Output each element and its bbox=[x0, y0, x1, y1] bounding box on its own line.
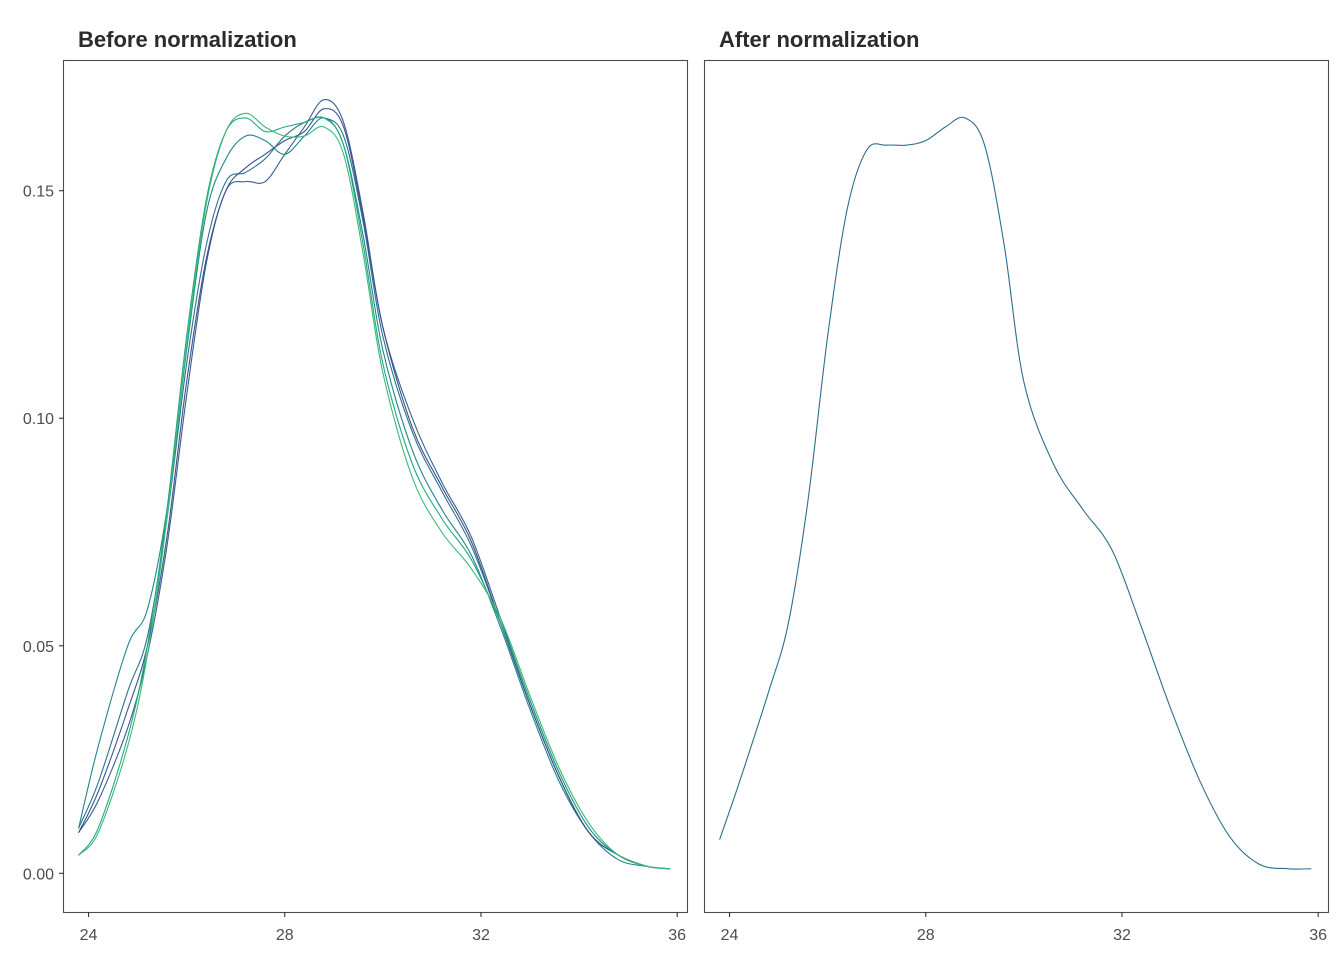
density-line-1 bbox=[78, 99, 671, 870]
x-tick-label: 32 bbox=[1113, 927, 1131, 944]
density-line-5 bbox=[78, 116, 671, 870]
density-line-6 bbox=[78, 112, 671, 870]
x-tick-label: 32 bbox=[472, 927, 490, 944]
y-tick-label: 0.15 bbox=[23, 184, 54, 201]
x-tick-label: 24 bbox=[721, 927, 739, 944]
x-tick-label: 36 bbox=[668, 927, 686, 944]
panel-before-normalization: Before normalization 24 28 32 36 0.00 0.05 0.1… bbox=[23, 27, 689, 944]
x-tick-label: 28 bbox=[917, 927, 935, 944]
axes-before: 24 28 32 36 0.00 0.05 0.10 0.15 bbox=[23, 184, 686, 944]
x-tick-label: 36 bbox=[1309, 927, 1327, 944]
density-line-3 bbox=[78, 117, 671, 870]
panel-border-before bbox=[62, 59, 689, 914]
panel-after-normalization: After normalization 24 28 32 36 bbox=[703, 27, 1330, 944]
y-tick-label: 0.05 bbox=[23, 639, 54, 656]
axes-after: 24 28 32 36 bbox=[721, 912, 1327, 944]
x-tick-label: 28 bbox=[276, 927, 294, 944]
density-line-2 bbox=[78, 116, 671, 870]
panel-title-before: Before normalization bbox=[78, 27, 297, 52]
x-tick-label: 24 bbox=[80, 927, 98, 944]
panel-title-after: After normalization bbox=[719, 27, 919, 52]
density-line-4 bbox=[78, 108, 671, 870]
density-line-1 bbox=[719, 116, 1312, 870]
density-lines-after bbox=[719, 116, 1312, 870]
y-tick-label: 0.00 bbox=[23, 866, 54, 883]
density-lines-before bbox=[78, 99, 671, 870]
y-tick-label: 0.10 bbox=[23, 411, 54, 428]
panel-border-after bbox=[703, 59, 1330, 914]
